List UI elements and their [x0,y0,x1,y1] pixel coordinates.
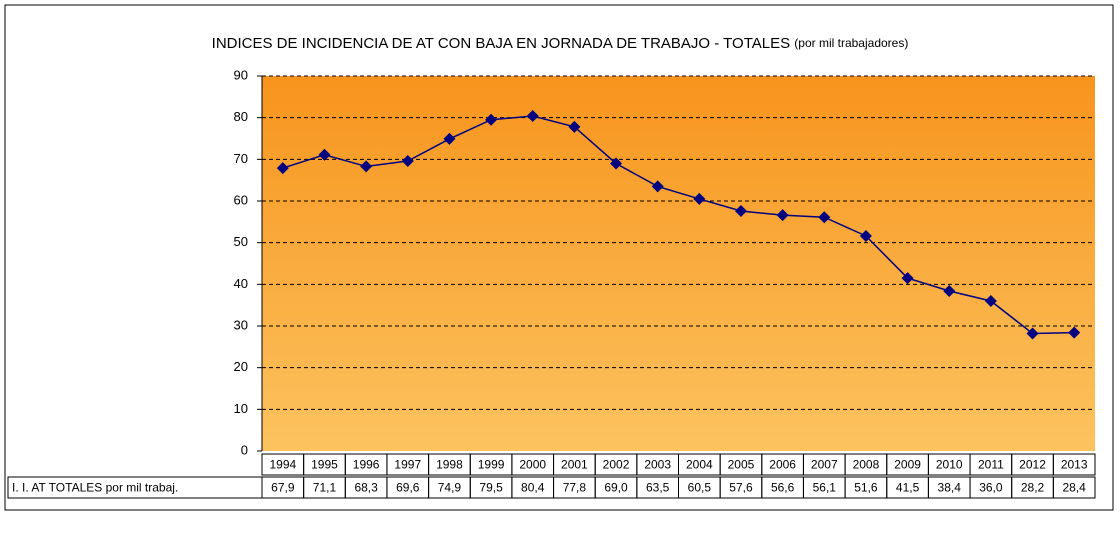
marker [360,160,373,173]
marker [1026,327,1039,340]
marker [818,211,831,224]
value-label: 28,4 [1062,481,1086,495]
marker [693,192,706,205]
marker [901,272,914,285]
x-tick-label: 1995 [311,458,338,472]
marker [485,113,498,126]
value-label: 57,6 [729,481,753,495]
value-label: 38,4 [938,481,962,495]
y-tick-label: 50 [234,234,248,249]
value-label: 80,4 [521,481,545,495]
x-tick-label: 2007 [811,458,838,472]
x-tick-label: 2005 [728,458,755,472]
marker [1068,326,1081,339]
value-label: 74,9 [438,481,462,495]
value-label: 68,3 [354,481,378,495]
x-tick-label: 2010 [936,458,963,472]
value-label: 28,2 [1021,481,1045,495]
value-label: 41,5 [896,481,920,495]
marker [443,132,456,145]
marker [401,155,414,167]
value-label: 63,5 [646,481,670,495]
marker [776,209,789,222]
x-tick-label: 2000 [519,458,546,472]
marker [859,230,872,242]
value-label: 77,8 [563,481,587,495]
y-tick-label: 80 [234,109,248,124]
x-tick-label: 2012 [1019,458,1046,472]
y-tick-label: 20 [234,359,248,374]
value-label: 69,0 [604,481,628,495]
x-tick-label: 2001 [561,458,588,472]
legend-label: I. I. AT TOTALES por mil trabaj. [12,481,178,495]
y-tick-label: 70 [234,151,248,166]
x-tick-label: 2006 [769,458,796,472]
plot-area [262,76,1095,451]
x-tick-label: 2002 [603,458,630,472]
marker [943,285,956,297]
x-tick-label: 1994 [269,458,296,472]
x-tick-label: 2008 [853,458,880,472]
x-tick-label: 1998 [436,458,463,472]
value-label: 56,1 [813,481,837,495]
marker [526,110,539,122]
x-tick-label: 2004 [686,458,713,472]
x-tick-label: 2009 [894,458,921,472]
marker [984,295,997,307]
chart-subtitle: (por mil trabajadores) [794,36,908,50]
marker [276,162,289,175]
marker [610,157,623,170]
line [282,115,1075,335]
value-label: 36,0 [979,481,1003,495]
table-cell [1052,453,1096,476]
y-tick-label: 10 [234,401,248,416]
marker [734,205,747,217]
value-label: 79,5 [479,481,503,495]
value-label: 71,1 [313,481,337,495]
value-label: 69,6 [396,481,420,495]
value-label: 60,5 [688,481,712,495]
chart-title: INDICES DE INCIDENCIA DE AT CON BAJA EN … [212,35,790,52]
x-tick-label: 1997 [394,458,421,472]
x-tick-label: 1996 [353,458,380,472]
y-tick-label: 0 [241,442,248,457]
y-tick-label: 40 [234,276,248,291]
value-label: 56,6 [771,481,795,495]
marker [318,148,331,161]
x-tick-label: 1999 [478,458,505,472]
y-tick-label: 30 [234,317,248,332]
marker [651,180,664,193]
marker [568,120,581,133]
value-label: 51,6 [854,481,878,495]
x-tick-label: 2011 [978,458,1004,472]
y-tick-label: 90 [234,67,248,82]
y-tick-label: 60 [234,192,248,207]
chart-title-group: INDICES DE INCIDENCIA DE AT CON BAJA EN … [212,35,909,52]
x-tick-label: 2013 [1061,458,1088,472]
x-tick-label: 2003 [644,458,671,472]
value-label: 67,9 [271,481,295,495]
table-cell [1052,476,1096,499]
